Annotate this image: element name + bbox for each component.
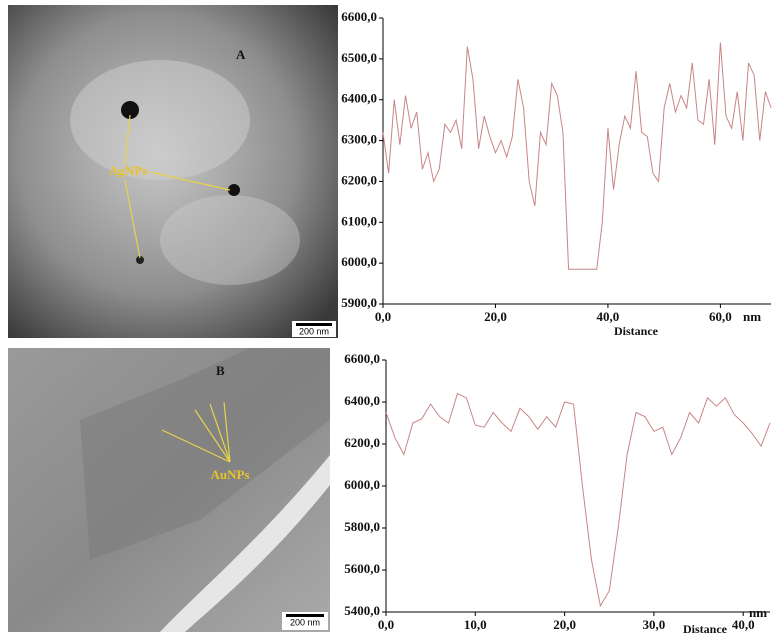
page: {"images": [ {"panel_label": "A", "annot…	[0, 0, 772, 635]
tem-image-a: A AgNPs 200 nm	[8, 5, 338, 338]
tem-image-b: B AuNPs 200 nm	[8, 348, 330, 632]
x-tick-label: 20,0	[484, 309, 507, 324]
profile-line	[383, 43, 771, 270]
y-tick-label: 6200,0	[344, 435, 380, 450]
y-tick-label: 6600,0	[341, 9, 377, 24]
figure: A AgNPs 200 nm B AuNPs 200 nm 5900,0 6000…	[0, 0, 772, 635]
y-tick-label: 6400,0	[344, 393, 380, 408]
x-unit: nm	[749, 605, 767, 620]
x-tick-label: 0,0	[375, 309, 391, 324]
y-tick-label: 6000,0	[344, 477, 380, 492]
panel-label: A	[236, 47, 246, 62]
y-tick-label: 6200,0	[341, 172, 377, 187]
scale-bar: 200 nm	[299, 326, 329, 336]
y-tick-label: 6400,0	[341, 91, 377, 106]
x-axis-label: Distance	[683, 622, 728, 635]
panel-label: B	[216, 363, 225, 378]
x-tick-label: 10,0	[464, 617, 487, 632]
x-tick-label: 40,0	[597, 309, 620, 324]
annotation: AuNPs	[210, 467, 249, 482]
x-tick-label: 20,0	[553, 617, 576, 632]
x-tick-label: 60,0	[709, 309, 732, 324]
y-tick-label: 6300,0	[341, 132, 377, 147]
x-axis-label: Distance	[614, 324, 659, 338]
x-tick-label: 30,0	[643, 617, 666, 632]
y-tick-label: 5800,0	[344, 519, 380, 534]
y-tick-label: 5600,0	[344, 561, 380, 576]
y-tick-label: 6600,0	[344, 351, 380, 366]
y-tick-label: 6100,0	[341, 213, 377, 228]
x-unit: nm	[743, 309, 761, 324]
annotation: AgNPs	[109, 163, 147, 178]
y-tick-label: 6500,0	[341, 50, 377, 65]
y-tick-label: 5400,0	[344, 603, 380, 618]
x-tick-label: 0,0	[378, 617, 394, 632]
scale-bar: 200 nm	[290, 617, 320, 627]
y-tick-label: 6000,0	[341, 254, 377, 269]
profile-line	[386, 394, 770, 606]
y-tick-label: 5900,0	[341, 295, 377, 310]
